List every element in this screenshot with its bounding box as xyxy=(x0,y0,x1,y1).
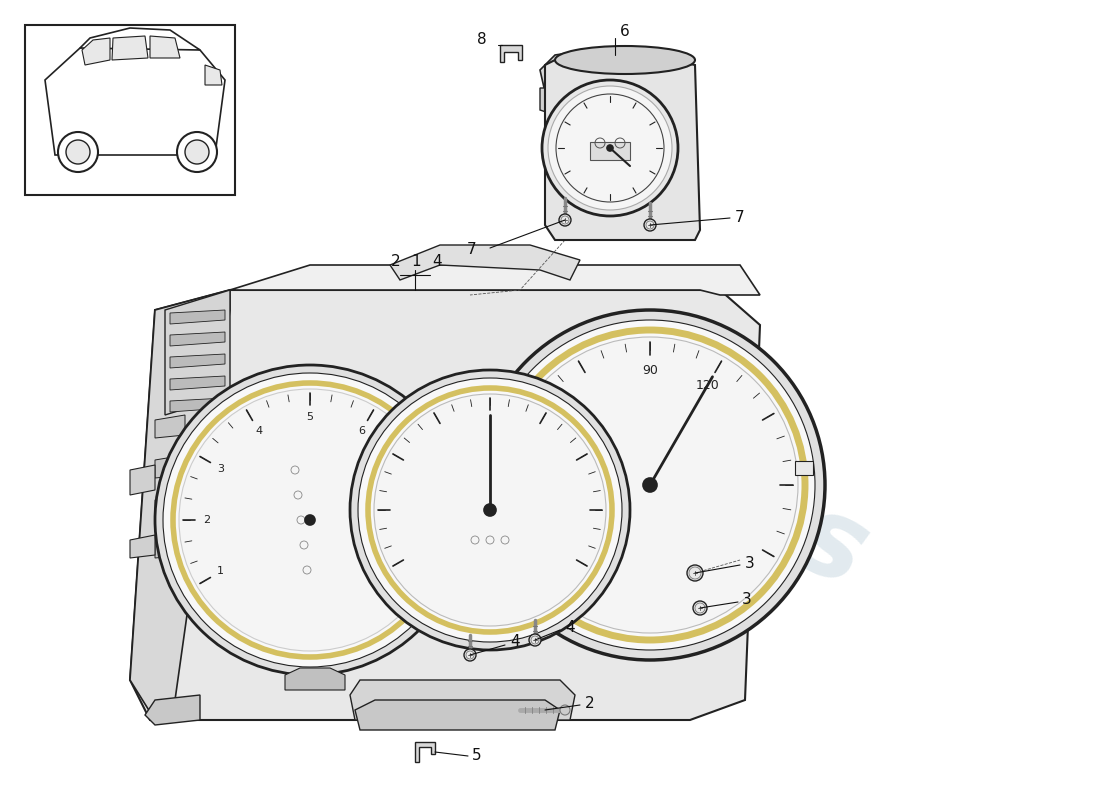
Text: 2/4: 2/4 xyxy=(525,478,544,491)
Polygon shape xyxy=(82,38,110,65)
Text: 6: 6 xyxy=(358,426,365,436)
Circle shape xyxy=(542,80,678,216)
Polygon shape xyxy=(415,742,434,762)
Polygon shape xyxy=(170,376,226,390)
Polygon shape xyxy=(170,310,226,324)
Circle shape xyxy=(693,601,707,615)
Polygon shape xyxy=(80,28,200,50)
Polygon shape xyxy=(230,265,760,295)
Circle shape xyxy=(155,365,465,675)
Polygon shape xyxy=(170,398,226,412)
Text: 8: 8 xyxy=(477,33,487,47)
Circle shape xyxy=(350,370,630,650)
Circle shape xyxy=(163,373,456,667)
Circle shape xyxy=(177,132,217,172)
Polygon shape xyxy=(112,36,148,60)
Circle shape xyxy=(464,649,476,661)
Polygon shape xyxy=(155,535,185,558)
Polygon shape xyxy=(350,680,575,720)
Polygon shape xyxy=(355,700,560,730)
Polygon shape xyxy=(130,535,155,558)
Polygon shape xyxy=(145,695,200,725)
Circle shape xyxy=(185,140,209,164)
Text: 5: 5 xyxy=(472,749,482,763)
Circle shape xyxy=(607,145,613,151)
Text: 4: 4 xyxy=(432,254,441,270)
Text: a passion for parts since 1985: a passion for parts since 1985 xyxy=(305,419,735,641)
Text: 3: 3 xyxy=(745,555,755,570)
Polygon shape xyxy=(150,36,180,58)
Circle shape xyxy=(358,378,622,642)
Polygon shape xyxy=(130,290,760,720)
Circle shape xyxy=(688,565,703,581)
Circle shape xyxy=(559,214,571,226)
Text: 7: 7 xyxy=(735,210,745,226)
Text: 3: 3 xyxy=(218,463,224,474)
Circle shape xyxy=(484,504,496,516)
Bar xyxy=(590,142,630,160)
Circle shape xyxy=(502,337,798,633)
Bar xyxy=(795,461,813,475)
Text: 2: 2 xyxy=(204,515,210,525)
Text: 5: 5 xyxy=(307,412,314,422)
Polygon shape xyxy=(130,290,230,720)
Polygon shape xyxy=(500,45,522,62)
Polygon shape xyxy=(170,332,226,346)
Polygon shape xyxy=(130,465,155,495)
Text: 2: 2 xyxy=(585,695,595,710)
Circle shape xyxy=(485,320,815,650)
Circle shape xyxy=(305,515,315,525)
Text: 6: 6 xyxy=(620,25,629,39)
Polygon shape xyxy=(450,470,470,500)
Text: 4: 4 xyxy=(565,621,574,635)
Polygon shape xyxy=(155,495,185,518)
Text: 90: 90 xyxy=(642,363,658,377)
Text: 7: 7 xyxy=(466,242,476,258)
Circle shape xyxy=(644,478,657,492)
Polygon shape xyxy=(155,415,185,438)
Text: 8: 8 xyxy=(409,515,417,525)
Circle shape xyxy=(179,389,441,651)
Text: 4: 4 xyxy=(255,426,262,436)
Ellipse shape xyxy=(556,46,695,74)
Polygon shape xyxy=(25,25,235,195)
Polygon shape xyxy=(45,33,225,155)
Circle shape xyxy=(644,219,656,231)
Text: 1: 1 xyxy=(218,566,224,577)
Text: 2: 2 xyxy=(390,254,400,270)
Polygon shape xyxy=(155,455,185,478)
Polygon shape xyxy=(170,354,226,368)
Circle shape xyxy=(548,86,672,210)
Text: eurocares: eurocares xyxy=(275,250,884,610)
Text: 1: 1 xyxy=(411,254,421,270)
Polygon shape xyxy=(540,88,565,115)
Circle shape xyxy=(475,310,825,660)
Text: 3: 3 xyxy=(742,593,751,607)
Polygon shape xyxy=(540,52,578,95)
Text: 4: 4 xyxy=(510,634,519,650)
Text: 7: 7 xyxy=(396,463,403,474)
Circle shape xyxy=(374,394,606,626)
Circle shape xyxy=(58,132,98,172)
Polygon shape xyxy=(285,668,345,690)
Polygon shape xyxy=(390,245,580,280)
Circle shape xyxy=(529,634,541,646)
Polygon shape xyxy=(205,65,222,85)
Text: 120: 120 xyxy=(695,379,719,392)
Polygon shape xyxy=(165,290,230,415)
Circle shape xyxy=(66,140,90,164)
Circle shape xyxy=(560,705,570,715)
Polygon shape xyxy=(544,50,700,240)
